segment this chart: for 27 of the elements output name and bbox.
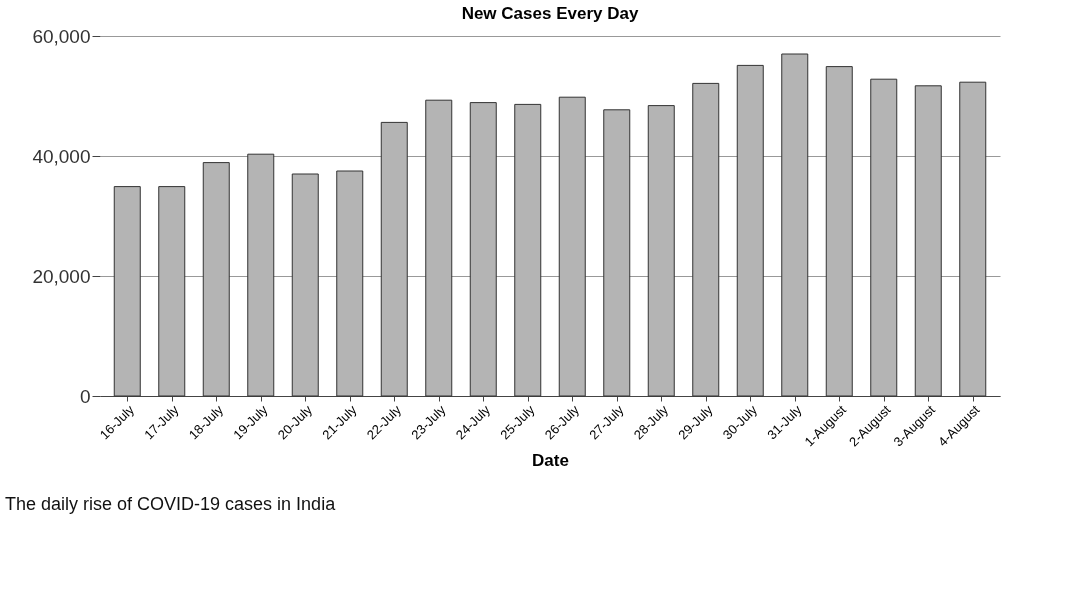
text: The daily rise of COVID-19 cases in India [5,494,337,514]
bar [870,78,898,397]
bar [380,121,408,397]
y-tick-label: 0 [79,385,91,407]
bar [158,186,186,397]
bar [781,53,809,397]
bar [825,66,853,397]
bar [202,162,230,397]
y-tick-label: 60,000 [32,25,91,47]
bar [113,186,141,397]
bar [336,170,364,397]
bar [247,153,275,397]
chart-title: New Cases Every Day [461,4,639,23]
bar [514,103,542,397]
bar [692,82,720,397]
bar [558,96,586,397]
bar [291,173,319,397]
y-tick-label: 40,000 [32,145,91,167]
bar [469,102,497,397]
bar [425,99,453,397]
bar [603,109,631,397]
bar [647,105,675,397]
bar [736,64,764,397]
bar [914,85,942,397]
y-tick-label: 20,000 [32,265,91,287]
x-axis-title: Date [532,451,569,471]
bar [959,81,987,397]
